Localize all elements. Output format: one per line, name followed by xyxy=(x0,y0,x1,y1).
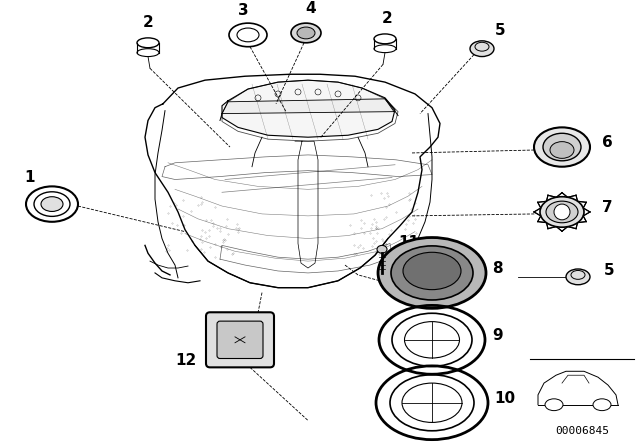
Polygon shape xyxy=(222,99,394,114)
Text: 12: 12 xyxy=(175,353,196,368)
Ellipse shape xyxy=(291,23,321,43)
Text: 5: 5 xyxy=(495,23,506,38)
Ellipse shape xyxy=(41,197,63,211)
Ellipse shape xyxy=(404,322,460,358)
Ellipse shape xyxy=(297,27,315,39)
Text: 5: 5 xyxy=(604,263,614,278)
Ellipse shape xyxy=(543,133,581,161)
Text: 9: 9 xyxy=(492,328,502,343)
Text: 11: 11 xyxy=(398,235,419,250)
Text: 10: 10 xyxy=(494,391,515,406)
Ellipse shape xyxy=(470,41,494,56)
Ellipse shape xyxy=(593,399,611,411)
Ellipse shape xyxy=(391,246,473,300)
Ellipse shape xyxy=(402,383,462,422)
FancyBboxPatch shape xyxy=(206,312,274,367)
Ellipse shape xyxy=(566,269,590,285)
Text: 2: 2 xyxy=(143,15,154,30)
Ellipse shape xyxy=(546,201,578,223)
Text: 3: 3 xyxy=(237,3,248,18)
Text: 4: 4 xyxy=(306,1,316,16)
Ellipse shape xyxy=(377,246,387,253)
Ellipse shape xyxy=(534,127,590,167)
Text: 6: 6 xyxy=(602,135,612,150)
Text: 00006845: 00006845 xyxy=(555,426,609,436)
Circle shape xyxy=(554,204,570,220)
Text: 8: 8 xyxy=(492,261,502,276)
FancyBboxPatch shape xyxy=(217,321,263,358)
Text: 2: 2 xyxy=(381,11,392,26)
Ellipse shape xyxy=(378,237,486,308)
Ellipse shape xyxy=(403,252,461,290)
Text: 1: 1 xyxy=(25,170,35,185)
Ellipse shape xyxy=(550,142,574,158)
Text: 7: 7 xyxy=(602,200,612,215)
Ellipse shape xyxy=(540,197,584,227)
Polygon shape xyxy=(222,80,395,137)
Ellipse shape xyxy=(545,399,563,411)
